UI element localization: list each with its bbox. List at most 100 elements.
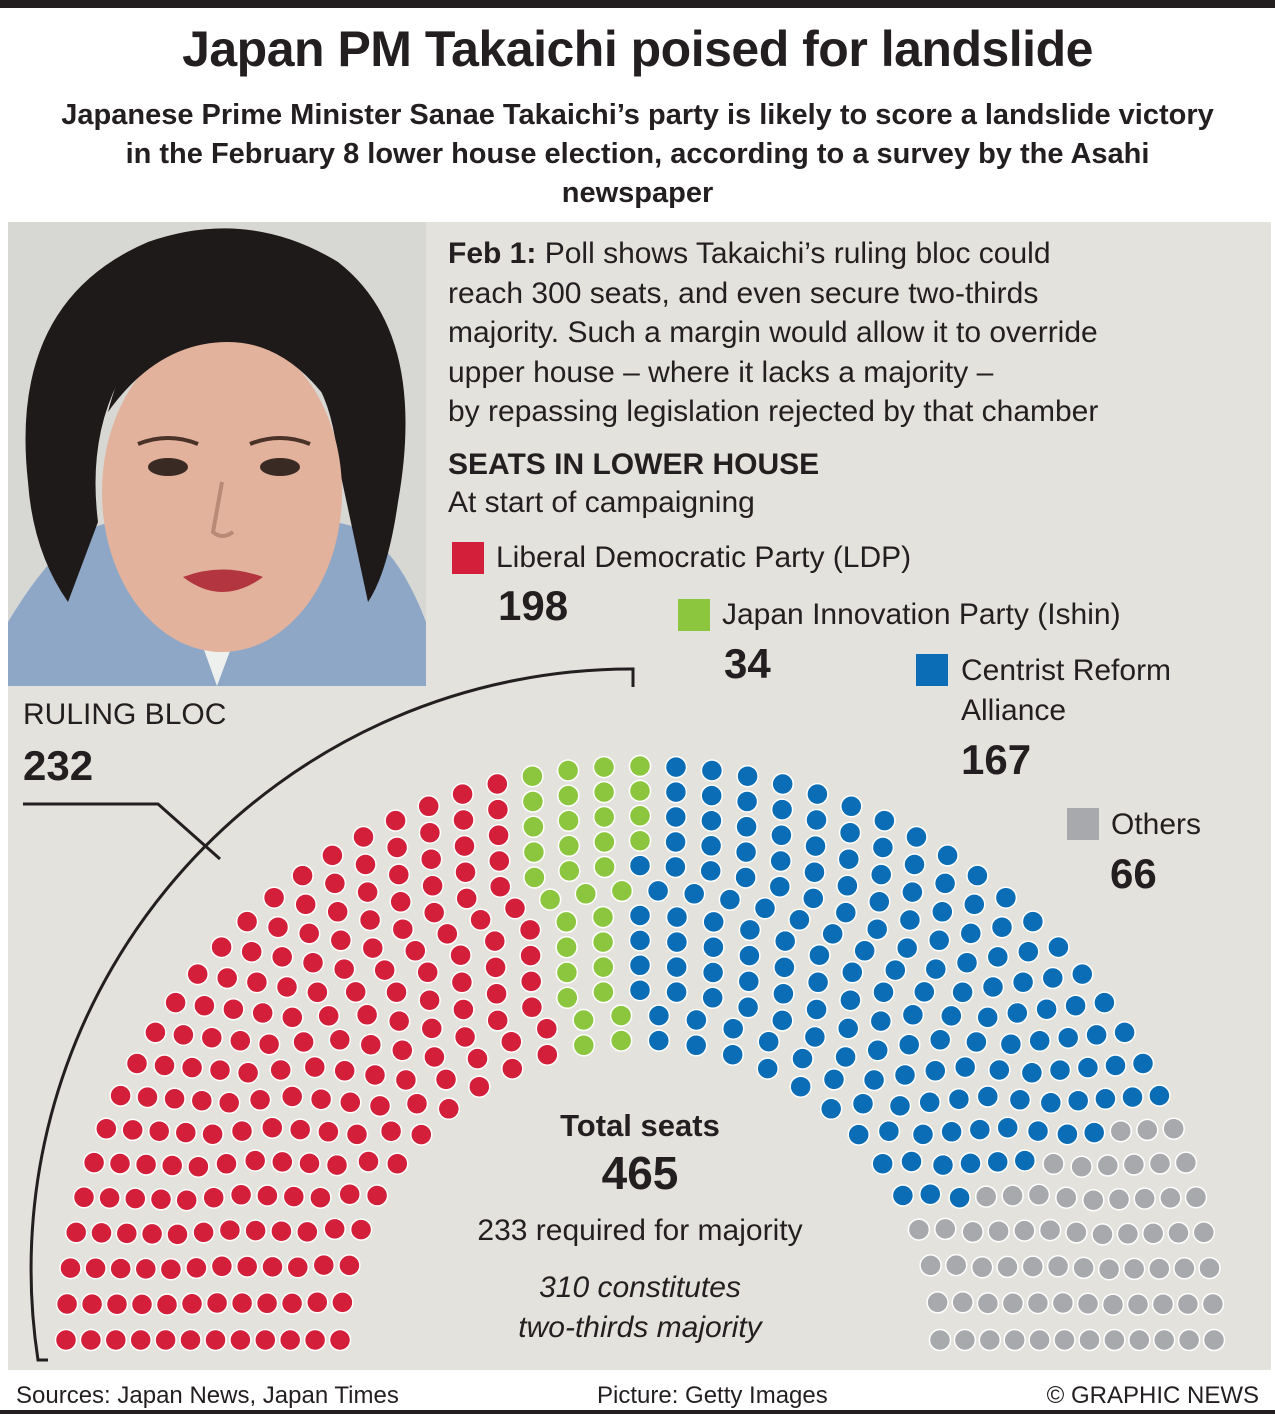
cra-seat-dot (999, 1032, 1023, 1056)
cra-seat-dot (877, 1119, 901, 1143)
ldp-seat-dot (222, 997, 245, 1021)
ldp-seat-dot (357, 1150, 380, 1173)
cra-seat-dot (771, 772, 794, 796)
others-seat-dot (1046, 1255, 1070, 1278)
ldp-seat-dot (261, 1255, 284, 1279)
cra-seat-dot (803, 1025, 827, 1049)
cra-seat-dot (753, 897, 777, 920)
others-seat-dot (1148, 1257, 1171, 1280)
cra-seat-dot (924, 1059, 947, 1083)
others-seat-dot (970, 1256, 994, 1279)
ldp-seat-dot (361, 936, 385, 960)
ldp-seat-dot (331, 1291, 354, 1314)
ldp-seat-dot (468, 1075, 491, 1098)
ldp-seat-dot (180, 1292, 204, 1316)
ldp-seat-dot (129, 1328, 152, 1352)
cra-seat-dot (853, 939, 876, 963)
cra-seat-dot (976, 1006, 999, 1029)
ldp-seat-dot (349, 1218, 373, 1241)
ldp-seat-dot (452, 998, 475, 1021)
others-seat-dot (1103, 1328, 1126, 1352)
cra-seat-dot (736, 996, 760, 1019)
cra-seat-dot (871, 836, 895, 859)
ldp-seat-dot (356, 880, 379, 904)
ldp-seat-dot (90, 1221, 113, 1245)
cra-seat-dot (702, 910, 725, 934)
cra-seat-dot (928, 1028, 952, 1052)
cra-seat-dot (994, 886, 1018, 909)
cra-seat-dot (911, 1123, 935, 1146)
cra-seat-dot (1085, 1023, 1108, 1047)
others-seat-dot (1070, 1155, 1093, 1178)
cra-seat-dot (871, 1152, 894, 1175)
others-seat-dot (987, 1219, 1010, 1243)
ldp-seat-dot (164, 991, 187, 1014)
ldp-seat-dot (236, 1061, 260, 1085)
ldp-seat-dot (303, 1328, 327, 1352)
others-seat-dot (1001, 1184, 1024, 1207)
ldp-seat-dot (519, 970, 543, 993)
ldp-seat-dot (298, 1152, 321, 1175)
others-seat-dot (1148, 1152, 1172, 1175)
ldp-seat-dot (385, 980, 408, 1004)
others-seat-dot (1082, 1188, 1105, 1212)
cra-seat-dot (769, 849, 792, 873)
others-seat-dot (1038, 1218, 1062, 1242)
cra-seat-dot (947, 1087, 971, 1111)
ldp-seat-dot (230, 1291, 254, 1315)
others-seat-dot (1152, 1328, 1176, 1352)
others-seat-dot (1013, 1219, 1036, 1242)
ldp-seat-dot (379, 1119, 403, 1143)
cra-seat-dot (959, 1152, 982, 1175)
ldp-seat-dot (270, 1219, 293, 1243)
ldp-seat-dot (437, 1097, 461, 1121)
seat-dots (54, 754, 1226, 1352)
ldp-seat-dot (328, 1028, 352, 1052)
ldp-seat-dot (387, 863, 411, 886)
others-seat-dot (1177, 1328, 1201, 1352)
ishin-seat-dot (592, 755, 616, 779)
others-seat-dot (1128, 1328, 1151, 1352)
ldp-seat-dot (193, 994, 216, 1017)
ishin-seat-dot (556, 759, 580, 782)
ishin-seat-dot (538, 888, 562, 911)
cra-seat-dot (737, 970, 761, 993)
cra-seat-dot (699, 859, 722, 883)
cra-seat-dot (1131, 1052, 1155, 1075)
cra-seat-dot (738, 944, 761, 967)
cra-seat-dot (821, 922, 844, 946)
others-seat-dot (978, 1328, 1002, 1352)
cra-seat-dot (628, 954, 652, 977)
ldp-seat-dot (190, 1089, 214, 1112)
ldp-seat-dot (485, 982, 508, 1006)
standfirst: Japanese Prime Minister Sanae Takaichi’s… (61, 99, 1214, 209)
cra-seat-dot (664, 830, 687, 854)
cra-seat-dot (986, 1150, 1009, 1174)
ldp-seat-dot (536, 1043, 559, 1066)
ldp-seat-dot (418, 988, 441, 1012)
intro-line: Poll shows Takaichi’s ruling bloc could (544, 237, 1051, 270)
cra-seat-dot (757, 1030, 780, 1053)
ishin-seat-dot (609, 1004, 633, 1027)
ldp-seat-dot (500, 1030, 523, 1053)
cra-seat-dot (1039, 1091, 1063, 1115)
ldp-seat-dot (487, 824, 510, 847)
cra-seat-dot (1071, 962, 1094, 986)
cra-seat-dot (1026, 1119, 1050, 1143)
ldp-seat-dot (115, 1222, 139, 1245)
cra-seat-dot (664, 855, 687, 879)
ldp-seat-dot (187, 1155, 210, 1178)
ishin-seat-dot (609, 1029, 633, 1052)
others-seat-dot (974, 1185, 998, 1208)
ldp-seat-dot (204, 1328, 227, 1352)
ldp-seat-dot (358, 908, 382, 932)
cra-seat-dot (986, 945, 1010, 969)
cra-seat-dot (701, 961, 725, 984)
cra-seat-dot (702, 935, 725, 959)
ldp-seat-dot (235, 1255, 259, 1278)
ldp-label: Liberal Democratic Party (LDP) (496, 541, 912, 574)
others-seat-dot (1133, 1187, 1156, 1210)
ldp-seat-dot (282, 1185, 306, 1208)
cra-seat-dot (940, 1120, 963, 1144)
others-label: Others (1111, 808, 1202, 841)
